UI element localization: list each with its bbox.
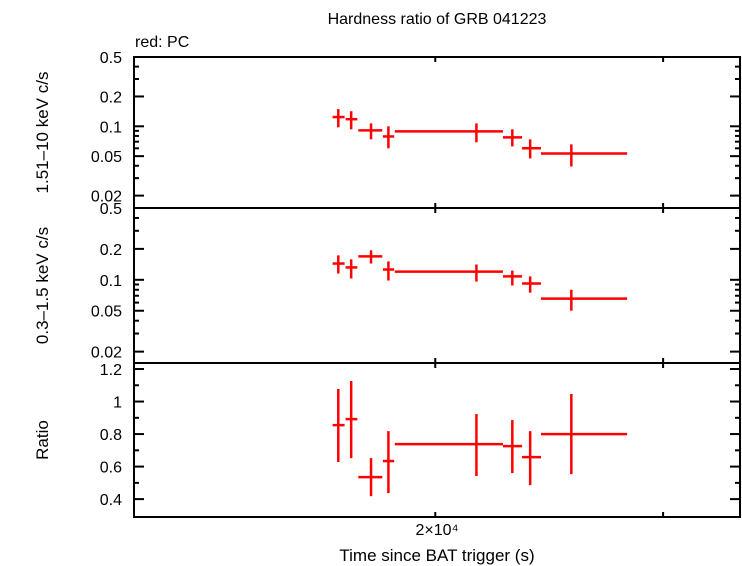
data-point — [345, 111, 358, 130]
data-point — [522, 139, 541, 159]
data-point — [394, 123, 503, 143]
data-point — [394, 264, 503, 282]
data-point — [382, 126, 395, 149]
panel-0: 0.5 0.2 0.1 0.05 0.02 1.51–10 keV c/s — [33, 50, 741, 209]
y-tick-label: 0.1 — [100, 273, 122, 290]
panel-2: 1.2 1 0.8 0.6 0.4 Ratio — [33, 362, 741, 518]
data-point — [502, 270, 523, 286]
y-tick-label: 0.1 — [100, 119, 122, 136]
panel-1: 0.5 0.2 0.1 0.05 0.02 0.3–1.5 keV c/s — [33, 201, 741, 364]
y-tick-label: 0.8 — [100, 427, 122, 444]
data-point — [345, 259, 358, 279]
y-tick-label: 0.2 — [100, 89, 122, 106]
data-point — [358, 123, 383, 140]
y-tick-label: 0.6 — [100, 460, 122, 477]
x-axis-label: Time since BAT trigger (s) — [339, 546, 534, 565]
data-point — [358, 458, 383, 497]
data-point — [332, 389, 345, 463]
panel-frame — [133, 207, 741, 364]
data-point — [394, 414, 503, 477]
y-tick-label: 1.2 — [100, 362, 122, 379]
panel-frame — [133, 362, 741, 518]
data-point — [522, 431, 541, 486]
data-point — [540, 144, 628, 167]
x-tick-label-0: 2×10⁴ — [416, 522, 459, 539]
y-axis-label: 1.51–10 keV c/s — [33, 72, 52, 194]
data-point — [382, 431, 395, 494]
y-tick-label: 0.2 — [100, 242, 122, 259]
y-tick-label: 0.05 — [91, 149, 122, 166]
y-tick-label: 0.02 — [91, 345, 122, 362]
y-tick-label: 0.5 — [100, 50, 122, 67]
data-point — [358, 250, 383, 264]
data-point — [382, 261, 395, 281]
y-tick-label: 0.5 — [100, 201, 122, 218]
y-tick-label: 0.4 — [100, 492, 122, 509]
data-point — [522, 276, 541, 293]
y-axis-label: 0.3–1.5 keV c/s — [33, 227, 52, 344]
data-point — [540, 394, 628, 475]
legend-note: red: PC — [135, 34, 189, 51]
y-tick-label: 1 — [113, 395, 122, 412]
data-point — [332, 255, 345, 274]
data-point — [502, 420, 523, 474]
y-tick-label: 0.02 — [91, 189, 122, 206]
data-point — [332, 109, 345, 128]
data-point — [502, 129, 523, 147]
data-point — [540, 289, 628, 311]
y-tick-label: 0.05 — [91, 304, 122, 321]
y-axis-label: Ratio — [33, 420, 52, 460]
chart-title: Hardness ratio of GRB 041223 — [328, 11, 547, 28]
data-point — [345, 381, 358, 459]
